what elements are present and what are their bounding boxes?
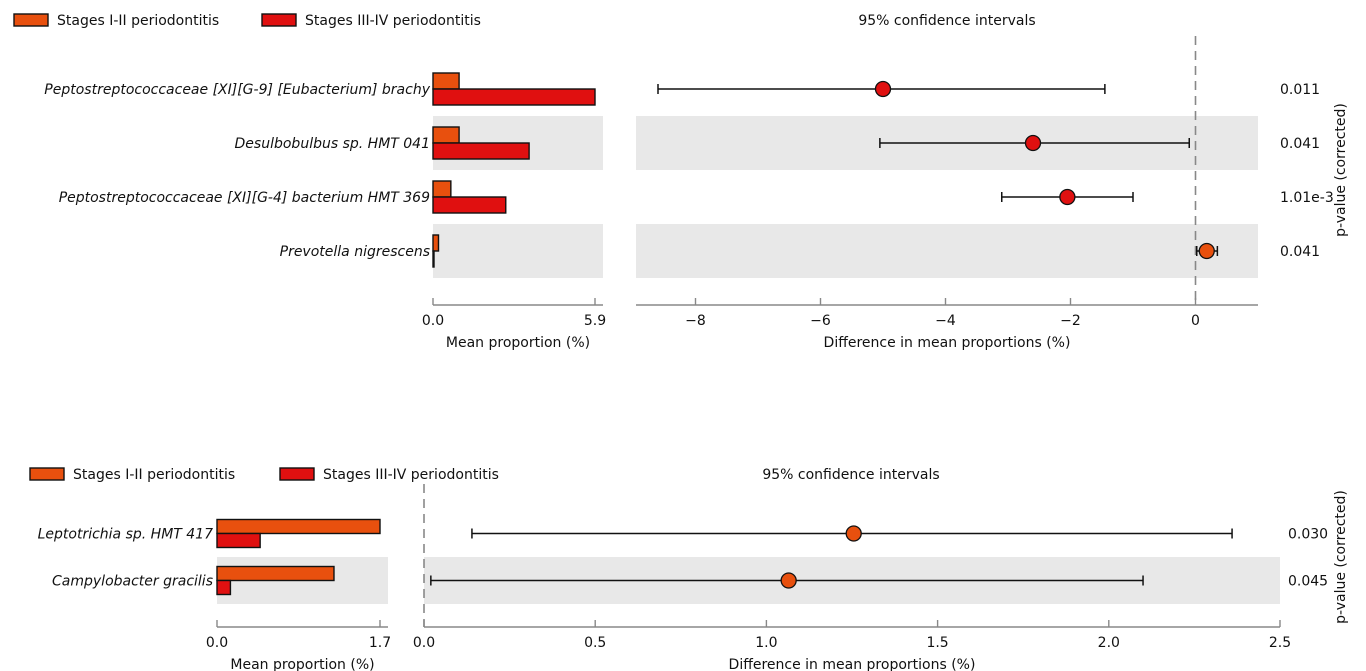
bar-stages-iii-iv	[216, 579, 232, 596]
category-label: Leptotrichia sp. HMT 417	[38, 527, 213, 543]
category-label: Desulbobulbus sp. HMT 041	[235, 136, 430, 152]
ci-x-tick-label: 1.0	[755, 635, 777, 651]
bar-stages-iii-iv	[432, 88, 596, 106]
ci-point	[845, 525, 862, 542]
ci-point	[1024, 134, 1042, 152]
p-value-label: 0.011	[1280, 82, 1320, 98]
bar-x-axis-label: Mean proportion (%)	[230, 657, 374, 671]
p-value-label: 0.041	[1280, 136, 1320, 152]
p-value-label: 0.045	[1288, 574, 1328, 590]
legend-label: Stages III-IV periodontitis	[323, 467, 499, 483]
ci-x-axis-label: Difference in mean proportions (%)	[824, 335, 1071, 351]
legend-swatch	[13, 13, 49, 27]
row-background	[433, 224, 603, 278]
bar-x-tick-label: 1.7	[369, 635, 391, 651]
legend-label: Stages III-IV periodontitis	[305, 13, 481, 29]
ci-x-tick-label: 2.5	[1269, 635, 1291, 651]
category-label: Prevotella nigrescens	[280, 244, 430, 260]
ci-x-tick-label: 0.5	[584, 635, 606, 651]
p-value-axis-label: p-value (corrected)	[1333, 490, 1349, 624]
bar-stages-i-ii	[432, 234, 440, 252]
bar-stages-i-ii	[432, 72, 460, 90]
bar-stages-i-ii	[216, 565, 335, 582]
ci-x-tick-label: 0.0	[413, 635, 435, 651]
p-value-label: 1.01e-3	[1280, 190, 1334, 206]
ci-point	[1198, 242, 1215, 260]
category-label: Campylobacter gracilis	[52, 574, 213, 590]
bar-x-axis-label: Mean proportion (%)	[446, 335, 590, 351]
legend-swatch	[29, 467, 65, 481]
bar-stages-i-ii	[432, 180, 452, 198]
bar-stages-iii-iv	[432, 196, 507, 214]
ci-x-tick-label: 0	[1191, 313, 1200, 329]
ci-x-axis-label: Difference in mean proportions (%)	[729, 657, 976, 671]
bar-x-tick-label: 5.9	[584, 313, 606, 329]
legend-label: Stages I-II periodontitis	[57, 13, 219, 29]
ci-x-tick-label: 2.0	[1098, 635, 1120, 651]
ci-x-tick-label: 1.5	[926, 635, 948, 651]
ci-x-tick-label: −2	[1060, 313, 1081, 329]
legend-swatch	[279, 467, 315, 481]
ci-x-tick-label: −8	[685, 313, 706, 329]
p-value-label: 0.041	[1280, 244, 1320, 260]
bar-stages-iii-iv	[432, 250, 435, 268]
category-label: Peptostreptococcaceae [XI][G-9] [Eubacte…	[44, 82, 430, 98]
legend-label: Stages I-II periodontitis	[73, 467, 235, 483]
p-value-axis-label: p-value (corrected)	[1333, 103, 1349, 237]
ci-x-tick-label: −6	[810, 313, 831, 329]
bar-stages-i-ii	[432, 126, 460, 144]
row-background	[636, 224, 1258, 278]
ci-point	[874, 80, 892, 98]
bar-x-tick-label: 0.0	[206, 635, 228, 651]
ci-title: 95% confidence intervals	[858, 13, 1035, 29]
bar-x-tick-label: 0.0	[422, 313, 444, 329]
bar-stages-i-ii	[216, 518, 381, 535]
ci-x-tick-label: −4	[935, 313, 956, 329]
ci-title: 95% confidence intervals	[762, 467, 939, 483]
ci-point	[1059, 188, 1076, 206]
legend-swatch	[261, 13, 297, 27]
category-label: Peptostreptococcaceae [XI][G-4] bacteriu…	[59, 190, 430, 206]
bar-stages-iii-iv	[432, 142, 530, 160]
bar-stages-iii-iv	[216, 532, 261, 549]
p-value-label: 0.030	[1288, 527, 1328, 543]
ci-point	[780, 572, 797, 589]
